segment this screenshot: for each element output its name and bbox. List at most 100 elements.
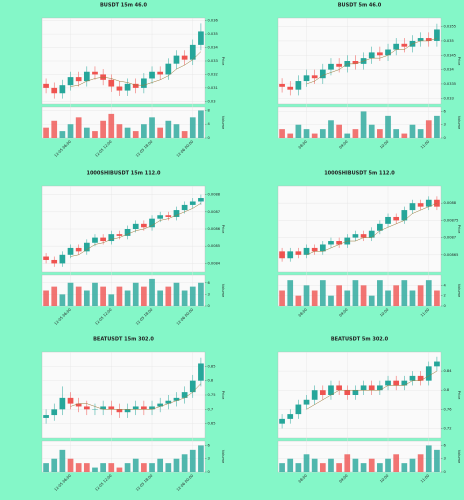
volume-bar: [393, 129, 400, 138]
candle-body: [51, 87, 58, 94]
x-tick-label: 11:00: [420, 139, 431, 150]
price-plot-area: [277, 17, 442, 105]
candle-body: [108, 406, 115, 410]
x-tick-label: 11:00: [420, 307, 431, 318]
volume-bar: [287, 280, 294, 306]
volume-tick-label: 3: [444, 457, 446, 461]
volume-axis-label: Volume: [221, 284, 225, 298]
candle-body: [124, 83, 131, 91]
chart-title: 1000SHIBUSDT 5m 112.0: [324, 171, 395, 177]
candle-body: [295, 81, 302, 90]
volume-bar: [51, 120, 58, 138]
x-tick-label: 12-05 12:00: [94, 473, 113, 492]
candle-body: [165, 215, 172, 217]
volume-bar: [303, 454, 310, 472]
volume-axis-label: Volume: [221, 116, 225, 130]
x-tick-label: 12-05 12:00: [94, 139, 113, 158]
volume-bar: [279, 129, 285, 138]
volume-bar: [51, 458, 58, 472]
y-tick-label: 0.033: [208, 59, 218, 63]
candle-body: [181, 55, 188, 60]
chart-title: BEATUSDT 15m 302.0: [93, 337, 154, 343]
candle-body: [401, 380, 408, 386]
volume-bar: [165, 120, 172, 138]
volume-bar: [59, 131, 66, 138]
volume-bar: [116, 467, 123, 472]
volume-bar: [360, 111, 367, 138]
candle-body: [67, 77, 74, 86]
candle-body: [83, 242, 90, 252]
y-tick-label: 0.00875: [444, 218, 459, 222]
candle-body: [83, 406, 90, 410]
volume-bar: [149, 463, 155, 472]
candle-body: [173, 55, 180, 64]
volume-bar: [336, 285, 342, 306]
candle-body: [51, 409, 58, 416]
candle-body: [336, 63, 342, 67]
moving-average-line: [306, 370, 438, 410]
volume-bar: [377, 129, 383, 138]
volume-bar: [328, 120, 334, 138]
x-tick-label: 10:00: [379, 139, 390, 150]
volume-bar: [67, 282, 74, 306]
volume-bar: [279, 290, 285, 306]
volume-bar: [401, 463, 408, 472]
volume-bar: [116, 124, 123, 138]
volume-bar: [434, 449, 440, 472]
volume-bar: [344, 290, 351, 306]
volume-tick-label: 0: [444, 136, 447, 140]
volume-bar: [319, 129, 326, 138]
candle-body: [425, 38, 432, 41]
volume-bar: [319, 463, 326, 472]
candle-body: [173, 210, 180, 217]
candle-body: [385, 380, 391, 386]
y-tick-label: 0.0084: [208, 261, 221, 265]
y-tick-label: 0.033: [444, 96, 454, 100]
candle-body: [368, 385, 375, 391]
volume-bar: [360, 285, 367, 306]
volume-bar: [434, 290, 440, 306]
candle-body: [116, 86, 123, 91]
volume-tick-label: 8: [208, 108, 211, 112]
candle-body: [75, 77, 82, 82]
y-tick-label: 0.76: [444, 407, 453, 411]
x-tick-label: 08:00: [298, 473, 309, 484]
volume-bar: [279, 463, 285, 472]
y-tick-label: 0.72: [444, 426, 452, 430]
candle-body: [434, 361, 440, 367]
price-axis-label: Price: [221, 391, 225, 401]
candle-body: [319, 390, 326, 395]
candle-body: [59, 397, 66, 410]
volume-axis-label: Volume: [221, 450, 225, 464]
x-tick-label: 09:00: [339, 139, 350, 150]
volume-bar: [393, 454, 400, 472]
price-axis-label: Price: [221, 57, 225, 67]
volume-bar: [165, 286, 172, 306]
candle-body: [360, 234, 367, 238]
candle-body: [368, 230, 375, 238]
volume-axis-label: Volume: [457, 450, 461, 464]
candle-body: [368, 52, 375, 59]
volume-bar: [132, 282, 139, 306]
x-tick-label: 12-05 12:00: [94, 307, 113, 326]
y-tick-label: 0.0335: [444, 82, 457, 86]
volume-tick-label: 0: [444, 470, 447, 474]
volume-bar: [108, 294, 115, 306]
y-tick-label: 0.034: [444, 68, 455, 72]
volume-bar: [328, 295, 334, 306]
candle-body: [149, 71, 155, 79]
candle-body: [352, 61, 359, 64]
volume-bar: [368, 124, 375, 138]
candle-body: [100, 406, 106, 410]
price-axis-label: Price: [221, 225, 225, 235]
candle-body: [295, 251, 302, 255]
volume-axis-label: Volume: [457, 116, 461, 130]
candle-body: [157, 71, 164, 75]
candle-body: [328, 63, 334, 70]
volume-bar: [83, 463, 90, 472]
candle-body: [377, 385, 383, 391]
y-tick-label: 0.75: [208, 393, 216, 397]
x-tick-label: 08:00: [298, 307, 309, 318]
x-tick-label: 09:00: [339, 473, 350, 484]
x-tick-label: 12-05 18:00: [135, 139, 154, 158]
